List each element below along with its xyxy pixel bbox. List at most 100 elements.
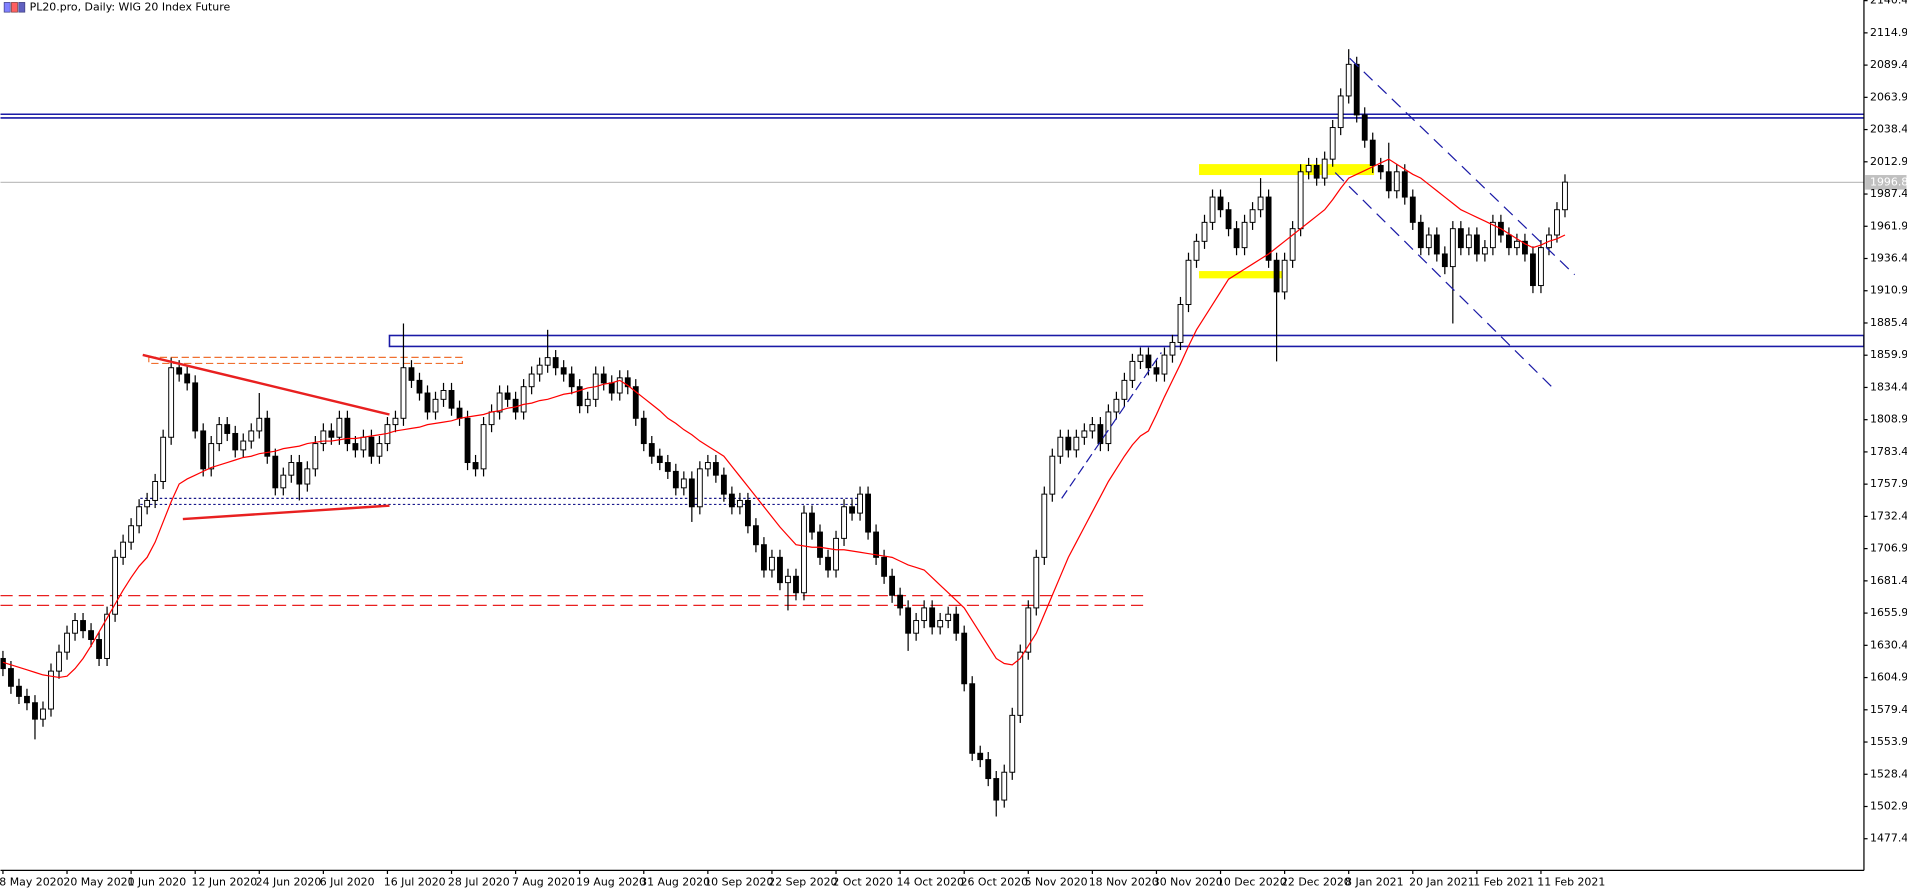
candle-body [873, 531, 879, 558]
x-tick-label: 11 Feb 2021 [1537, 875, 1605, 888]
y-tick-label: 2012.9 [1870, 155, 1907, 168]
candle-body [544, 357, 551, 366]
candle-body [24, 695, 30, 704]
candle-body [905, 607, 912, 634]
candle-body [696, 468, 703, 508]
candle-body [1514, 240, 1520, 249]
candle-body [96, 639, 102, 659]
candle-body [1153, 367, 1160, 375]
candle-body [712, 462, 719, 476]
candle-body [865, 493, 871, 533]
candle-body [1489, 221, 1496, 249]
candle-body [753, 525, 759, 546]
candle-body [1353, 63, 1360, 116]
candle-body [1473, 234, 1480, 255]
candle-body [720, 474, 727, 495]
candle-body [432, 398, 439, 413]
candle-body [440, 389, 447, 400]
candle-body [400, 367, 407, 419]
dashed-zone [148, 356, 464, 365]
x-tick-label: 14 Oct 2020 [896, 875, 964, 888]
candle-body [704, 462, 711, 470]
x-tick-label: 10 Sep 2020 [704, 875, 773, 888]
candle-body [1305, 164, 1312, 173]
candle-body [248, 430, 255, 442]
candle-body [1385, 171, 1392, 192]
candle-body [1313, 164, 1320, 179]
candle-body [1449, 228, 1456, 268]
candle-body [1530, 253, 1536, 287]
candle-body [1249, 209, 1256, 223]
candle-body [264, 417, 271, 457]
candle-body [1409, 196, 1416, 223]
y-tick-label: 1604.9 [1870, 671, 1907, 684]
candle-body [184, 373, 191, 384]
x-tick-label: 22 Dec 2020 [1281, 875, 1351, 888]
price-label: 1996.8 [1870, 175, 1907, 188]
candle-body [857, 493, 863, 514]
trend-line [142, 353, 390, 416]
candle-body [232, 432, 239, 451]
candle-body [849, 506, 855, 514]
candle-body [1033, 556, 1040, 609]
candle-body [897, 594, 904, 609]
y-tick-label: 2089.4 [1870, 58, 1907, 71]
candle-body [576, 386, 583, 407]
candle-body [72, 620, 78, 634]
trend-line [182, 504, 390, 521]
candle-body [1465, 234, 1472, 249]
candle-body [408, 367, 415, 381]
candle-body [1241, 221, 1248, 249]
candle-body [640, 417, 647, 445]
candle-body [1554, 209, 1560, 236]
x-tick-label: 20 Jan 2021 [1409, 875, 1474, 888]
x-tick-label: 31 Aug 2020 [640, 875, 710, 888]
candle-body [616, 377, 623, 394]
candle-body [785, 575, 791, 584]
price-label-box [1865, 175, 1907, 190]
candle-body [416, 379, 423, 394]
candle-body [841, 506, 847, 539]
candle-body [1057, 436, 1064, 457]
candle-body [688, 478, 695, 508]
candle-body [1281, 259, 1288, 293]
candle-body [1257, 196, 1264, 211]
x-tick-label: 8 May 2020 [0, 875, 64, 888]
candle-body [64, 632, 70, 653]
candle-body [1017, 651, 1024, 716]
candle-body [736, 499, 743, 508]
candle-body [488, 411, 495, 426]
candle-body [632, 386, 639, 419]
drawings [142, 57, 1576, 521]
candle-body [328, 430, 335, 438]
candle-body [1425, 234, 1432, 249]
candle-body [496, 392, 503, 413]
x-tick-label: 24 Jun 2020 [256, 875, 322, 888]
candle-body [624, 377, 631, 388]
candle-body [128, 525, 135, 543]
candle-body [744, 499, 751, 527]
candle-body [672, 470, 679, 489]
candle-body [112, 556, 119, 615]
y-tick-label: 1757.9 [1870, 477, 1907, 490]
candle-body [88, 630, 94, 640]
candle-body [961, 632, 968, 685]
y-tick-label: 1859.9 [1870, 348, 1907, 361]
candle-body [777, 556, 783, 584]
candle-body [1393, 171, 1400, 192]
candle-body [969, 683, 976, 754]
candle-body [56, 651, 62, 672]
candle-body [1441, 253, 1448, 268]
x-tick-label: 7 Aug 2020 [512, 875, 575, 888]
candle-body [817, 531, 823, 558]
candle-body [937, 620, 944, 628]
y-tick-label: 1961.9 [1870, 219, 1907, 232]
candle-body [1417, 221, 1424, 249]
candle-body [664, 462, 671, 472]
candle-body [1297, 171, 1304, 230]
x-tick-label: 30 Nov 2020 [1153, 875, 1223, 888]
candle-body [448, 389, 455, 409]
candle-body [881, 556, 888, 577]
candle-body [176, 367, 183, 375]
candle-body [168, 367, 175, 438]
